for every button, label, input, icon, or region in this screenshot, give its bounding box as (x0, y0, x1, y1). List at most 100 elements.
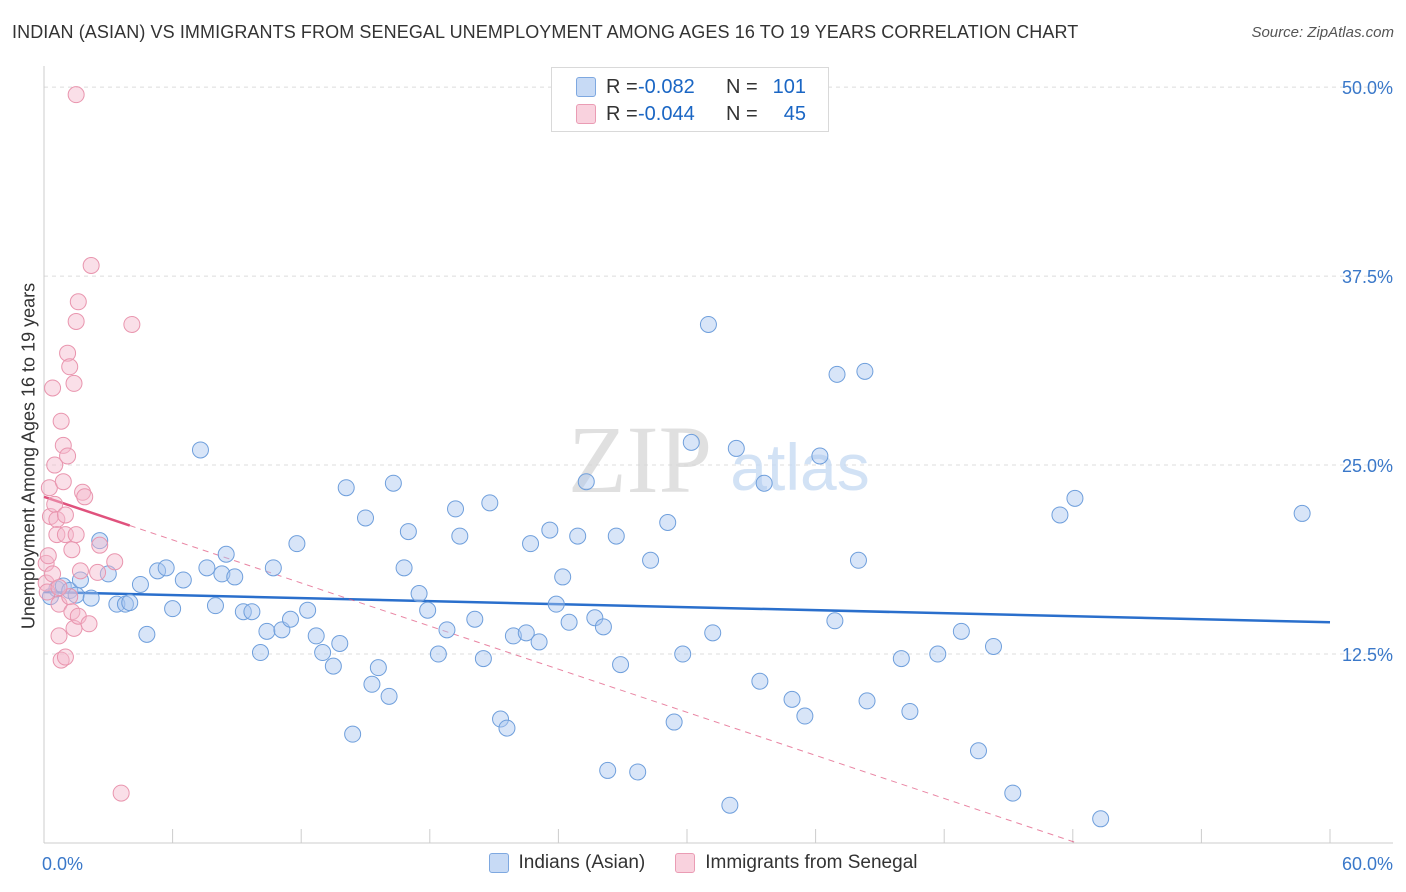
indians-point (594, 618, 612, 636)
indians-point (395, 559, 413, 577)
series-indians-points (41, 315, 1311, 828)
indians-trend-line (43, 590, 1331, 624)
x-tick-label: 0.0% (42, 854, 83, 874)
y-tick-label: 37.5% (1342, 267, 1393, 287)
indians-point (82, 589, 100, 607)
indians-point (384, 474, 402, 492)
y-tick-label: 12.5% (1342, 645, 1393, 665)
legend-swatch-indians (576, 77, 596, 97)
watermark-zip: ZIP (568, 406, 712, 513)
indians-point (541, 521, 559, 539)
axes (43, 66, 1393, 844)
senegal-point (37, 574, 55, 592)
indians-point (892, 650, 910, 668)
senegal-point (106, 553, 124, 571)
indians-point (498, 719, 516, 737)
indians-point (337, 479, 355, 497)
indians-point (642, 551, 660, 569)
indians-point (281, 610, 299, 628)
senegal-point (52, 412, 70, 430)
indians-point (517, 624, 535, 642)
indians-point (213, 565, 231, 583)
indians-point (659, 514, 677, 532)
indians-point (451, 527, 469, 545)
indians-point (226, 568, 244, 586)
senegal-point (56, 506, 74, 524)
legend-r-value: -0.044 (638, 102, 695, 125)
indians-point (783, 690, 801, 708)
indians-point (674, 645, 692, 663)
series-swatch-indians (488, 853, 509, 873)
series-label-indians: Indians (Asian) (518, 852, 646, 873)
series-legend-senegal: Immigrants from Senegal (675, 852, 917, 874)
indians-point (607, 527, 625, 545)
x-tick-label: 60.0% (1342, 854, 1393, 874)
senegal-point (123, 315, 141, 333)
senegal-point (67, 86, 85, 104)
senegal-point (54, 436, 72, 454)
data-points (37, 86, 1311, 828)
legend-n-label: N = (726, 102, 758, 125)
indians-point (1066, 489, 1084, 507)
legend-swatch-senegal (576, 104, 596, 124)
senegal-point (71, 562, 89, 580)
series-senegal-points (37, 86, 141, 802)
senegal-point (50, 627, 68, 645)
senegal-point (46, 456, 64, 474)
indians-point (554, 568, 572, 586)
y-tick-label: 50.0% (1342, 78, 1393, 98)
senegal-point (44, 379, 62, 397)
senegal-point (56, 648, 74, 666)
indians-point (299, 601, 317, 619)
senegal-point (69, 293, 87, 311)
indians-point (492, 710, 510, 728)
indians-point (198, 559, 216, 577)
indians-point (121, 594, 139, 612)
indians-point (324, 657, 342, 675)
correlation-legend: R = -0.082 N = 101 R = -0.044 N = 45 (551, 67, 829, 132)
senegal-point (39, 547, 57, 565)
legend-n-value: 45 (783, 102, 806, 125)
indians-point (71, 571, 89, 589)
indians-point (721, 796, 739, 814)
senegal-point (61, 358, 79, 376)
indians-point (629, 763, 647, 781)
indians-point (157, 559, 175, 577)
indians-point (331, 634, 349, 652)
senegal-point (76, 488, 94, 506)
indians-point (504, 627, 522, 645)
watermark: ZIP atlas (568, 406, 870, 513)
indians-point (849, 551, 867, 569)
indians-point (826, 612, 844, 630)
y-tick-label: 25.0% (1342, 456, 1393, 476)
indians-point (191, 441, 209, 459)
indians-point (108, 595, 126, 613)
indians-point (811, 447, 829, 465)
indians-point (560, 613, 578, 631)
indians-point (612, 656, 630, 674)
series-legend-indians: Indians (Asian) (488, 852, 646, 874)
senegal-point (91, 536, 109, 554)
indians-point (1092, 810, 1110, 828)
indians-point (901, 702, 919, 720)
indians-point (1004, 784, 1022, 802)
indians-point (174, 571, 192, 589)
legend-r-label: R = (606, 75, 638, 98)
indians-point (530, 633, 548, 651)
senegal-trend-extension (129, 525, 1078, 844)
indians-point (858, 692, 876, 710)
source-label: Source: ZipAtlas.com (1251, 24, 1394, 41)
indians-point (727, 439, 745, 457)
senegal-point (67, 312, 85, 330)
y-axis-label: Unemployment Among Ages 16 to 19 years (18, 282, 39, 630)
indians-point (251, 644, 269, 662)
indians-point (856, 362, 874, 380)
indians-point (796, 707, 814, 725)
indians-point (91, 532, 109, 550)
senegal-point (59, 447, 77, 465)
legend-row-indians: R = -0.082 N = 101 (552, 74, 806, 100)
senegal-point (63, 541, 81, 559)
indians-point (1293, 504, 1311, 522)
indians-point (755, 474, 773, 492)
indians-point (344, 725, 362, 743)
